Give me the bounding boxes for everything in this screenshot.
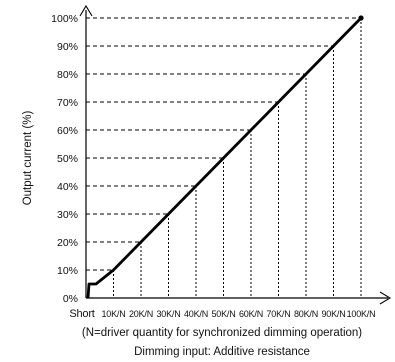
x-axis-arrow xyxy=(379,291,392,305)
y-tick-label: 0% xyxy=(63,293,78,305)
series-line xyxy=(86,17,362,299)
x-tick-label: 40K/N xyxy=(184,309,208,319)
x-tick-label: 90K/N xyxy=(321,309,345,319)
y-tick-label: 100% xyxy=(51,13,78,25)
axes xyxy=(79,4,392,305)
y-tick-labels: 0% 10% 20% 30% 40% 50% 60% 70% 80% 90% 100% xyxy=(51,13,78,305)
x-tick-label: 50K/N xyxy=(211,309,235,319)
x-tick-label: 10K/N xyxy=(101,309,125,319)
y-axis-label: Output current (%) xyxy=(22,111,34,206)
y-tick-label: 50% xyxy=(57,153,78,165)
y-tick-label: 20% xyxy=(57,237,78,249)
y-tick-label: 80% xyxy=(57,69,78,81)
x-tick-label: 60K/N xyxy=(239,309,263,319)
y-tick-label: 10% xyxy=(57,265,78,277)
x-tick-label: Short xyxy=(69,308,94,320)
y-tick-label: 30% xyxy=(57,209,78,221)
x-axis-note: (N=driver quantity for synchronized dimm… xyxy=(82,327,362,339)
x-tick-label: 70K/N xyxy=(266,309,290,319)
dashed-guides xyxy=(86,17,362,298)
x-tick-label: 30K/N xyxy=(156,309,180,319)
y-tick-label: 60% xyxy=(57,125,78,137)
x-tick-label: 20K/N xyxy=(129,309,153,319)
y-tick-label: 40% xyxy=(57,181,78,193)
x-tick-label: 80K/N xyxy=(294,309,318,319)
series-end-point xyxy=(358,15,364,21)
y-axis-arrow xyxy=(79,4,93,17)
y-tick-label: 90% xyxy=(57,41,78,53)
y-tick-label: 70% xyxy=(57,97,78,109)
x-tick-labels: Short 10K/N 20K/N 30K/N 40K/N 50K/N 60K/N 70K/N… xyxy=(69,308,375,320)
x-tick-label: 100K/N xyxy=(347,309,376,319)
x-axis-label: Dimming input: Additive resistance xyxy=(134,346,310,358)
